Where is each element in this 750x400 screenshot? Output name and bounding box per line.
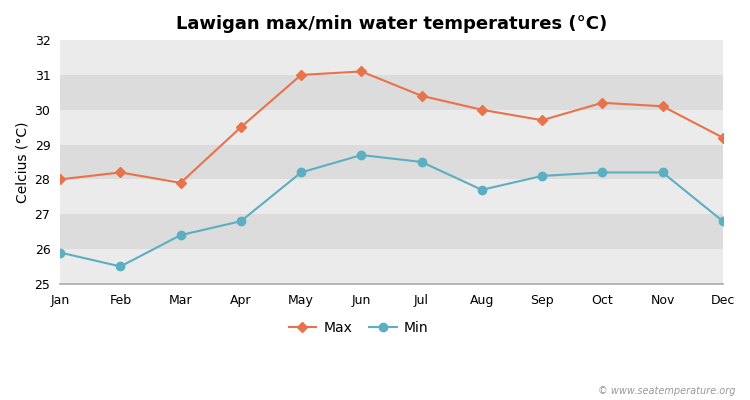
Line: Max: Max (57, 68, 726, 186)
Min (236, 219, 245, 224)
Max (236, 125, 245, 130)
Min (718, 219, 728, 224)
Line: Min: Min (56, 151, 727, 271)
Min (538, 174, 547, 178)
Max (598, 100, 607, 105)
Max (176, 180, 185, 185)
Max (658, 104, 667, 109)
Min (477, 188, 486, 192)
Bar (60, 144, 723, 179)
Text: © www.seatemperature.org: © www.seatemperature.org (598, 386, 735, 396)
Min (417, 160, 426, 164)
Min (176, 233, 185, 238)
Min (598, 170, 607, 175)
Max (417, 94, 426, 98)
Max (477, 107, 486, 112)
Y-axis label: Celcius (°C): Celcius (°C) (15, 121, 29, 203)
Min (658, 170, 667, 175)
Bar (60, 75, 723, 110)
Bar (60, 110, 723, 144)
Min (357, 153, 366, 158)
Max (357, 69, 366, 74)
Bar (60, 40, 723, 75)
Max (56, 177, 64, 182)
Max (116, 170, 125, 175)
Title: Lawigan max/min water temperatures (°C): Lawigan max/min water temperatures (°C) (176, 15, 607, 33)
Bar (60, 249, 723, 284)
Bar (60, 214, 723, 249)
Max (296, 72, 305, 77)
Max (538, 118, 547, 123)
Bar (60, 179, 723, 214)
Min (296, 170, 305, 175)
Min (56, 250, 64, 255)
Max (718, 135, 728, 140)
Min (116, 264, 125, 269)
Legend: Max, Min: Max, Min (283, 315, 434, 340)
